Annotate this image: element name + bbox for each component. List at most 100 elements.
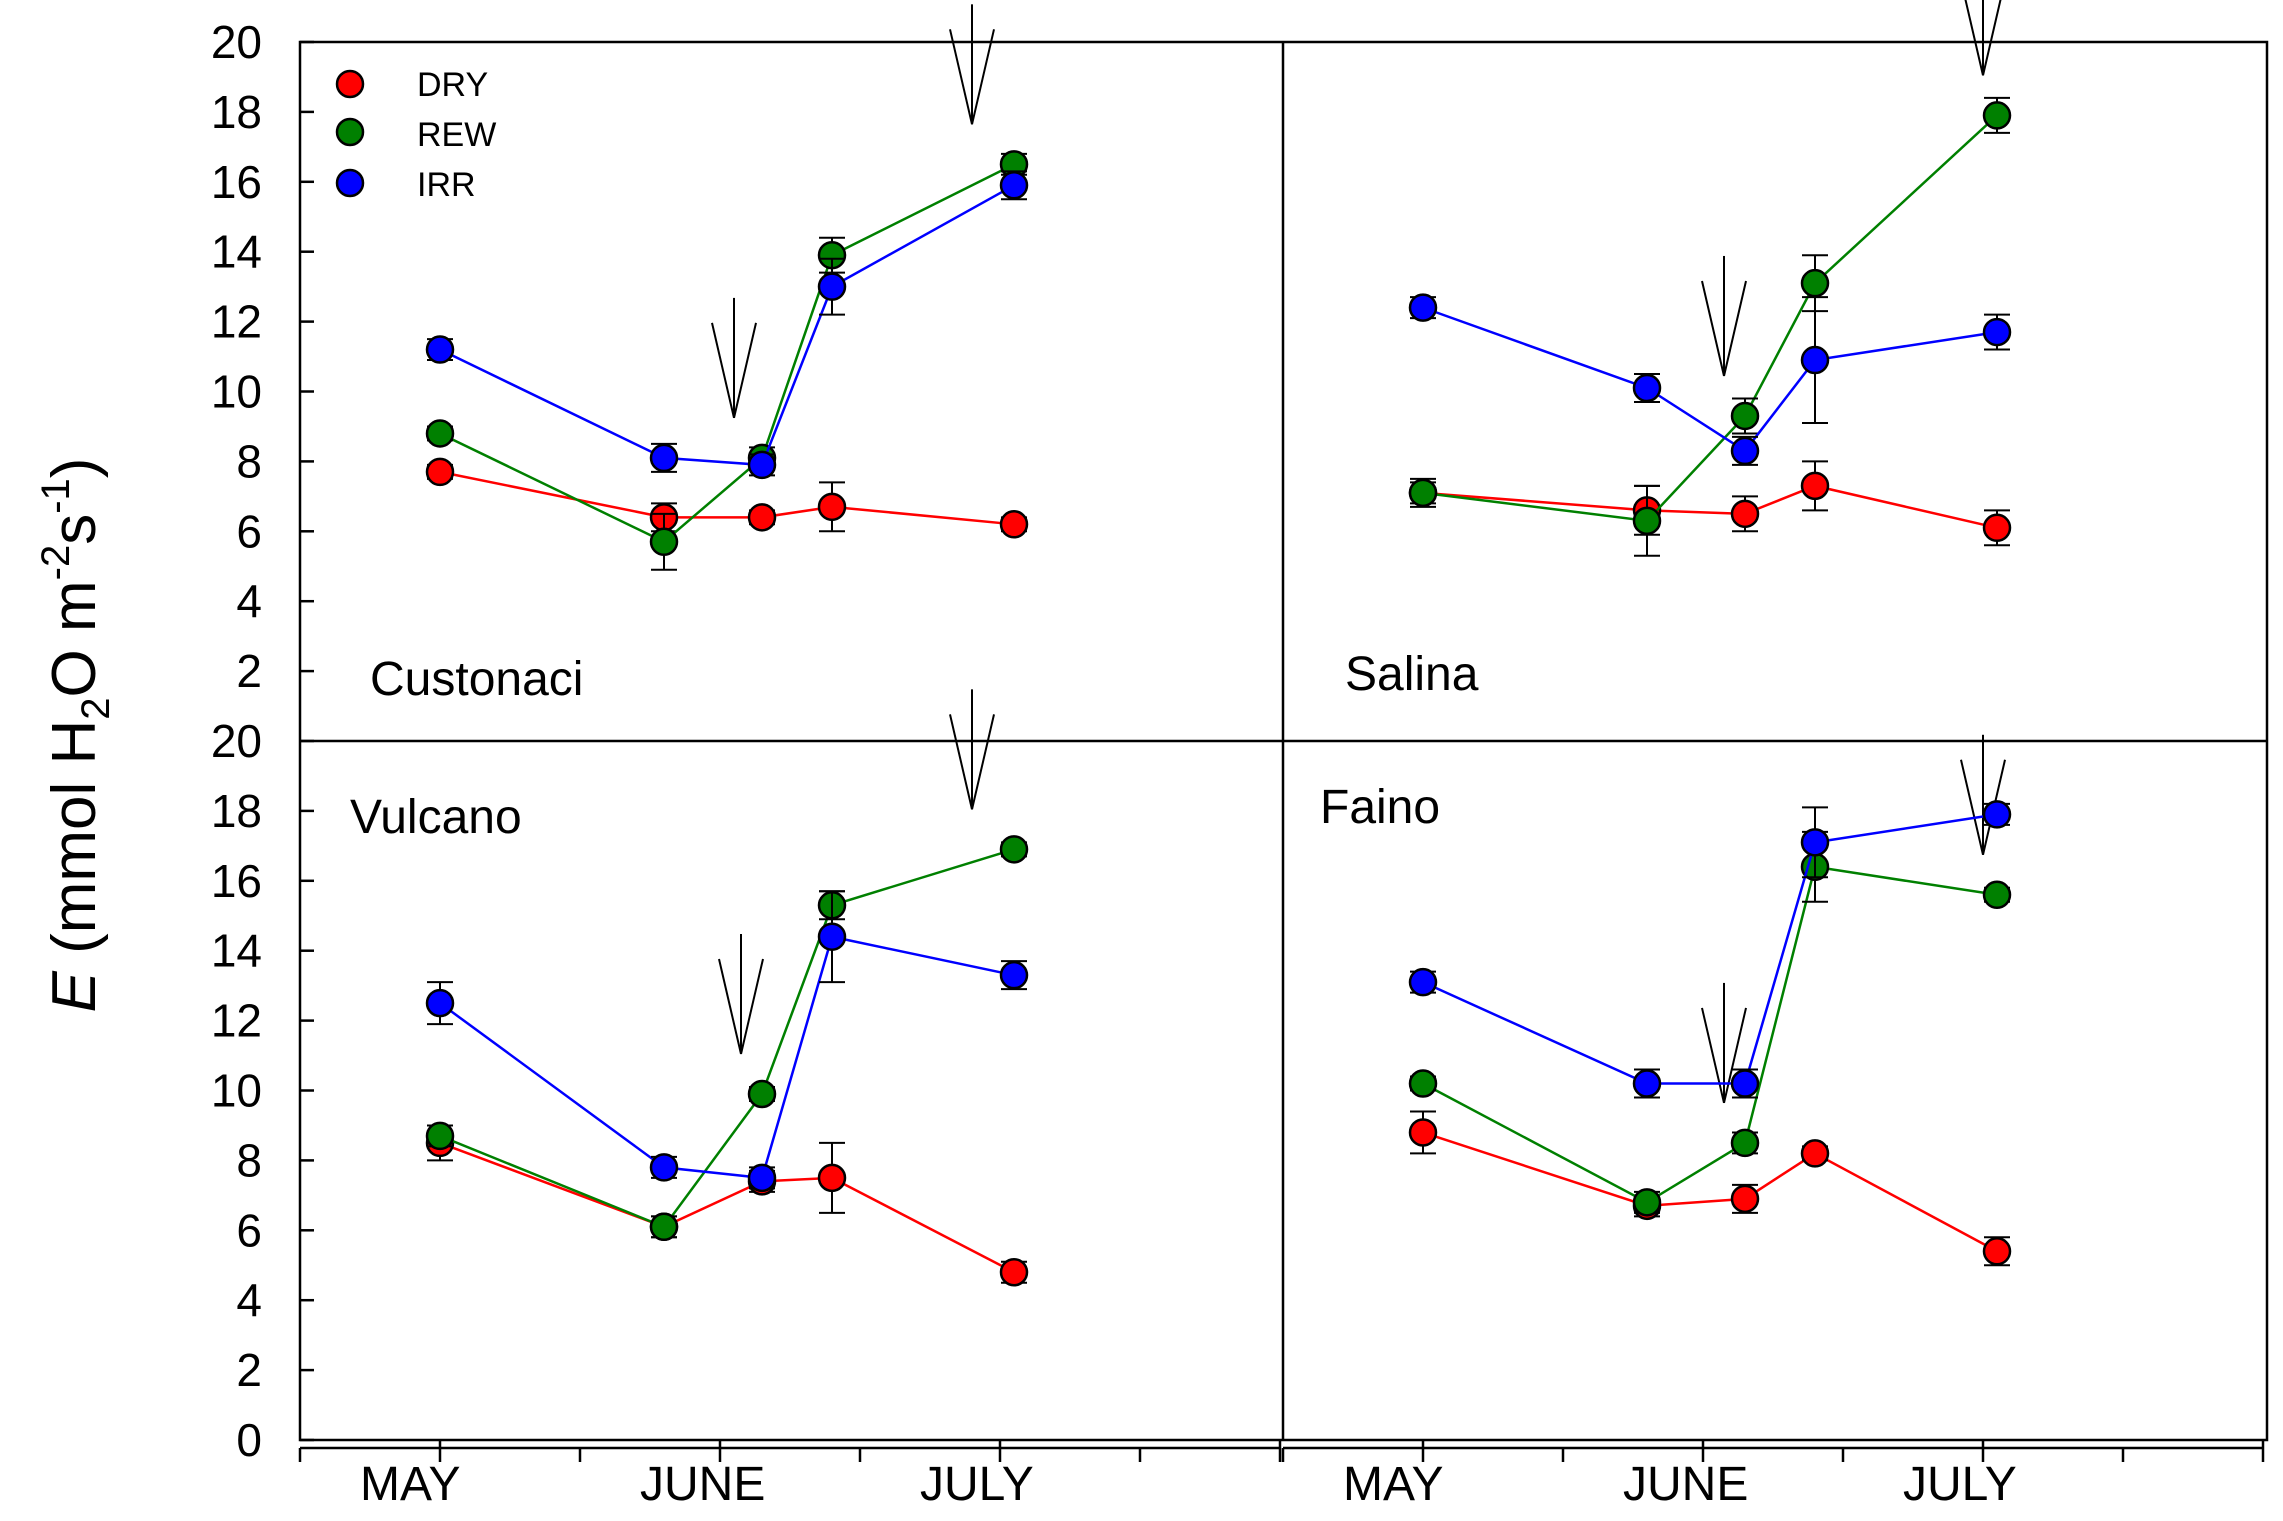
data-point-dry bbox=[1982, 513, 2012, 543]
data-point-rew bbox=[747, 1079, 777, 1109]
x-tick-label: JUNE bbox=[1623, 1458, 1748, 1511]
data-point-dry bbox=[1800, 1139, 1830, 1168]
data-point-irr bbox=[747, 1163, 777, 1193]
panel-faino bbox=[1408, 734, 2012, 1267]
rewatering-arrow bbox=[1701, 255, 1747, 377]
y-axis-unit-sup1: -2 bbox=[34, 545, 78, 581]
data-point-rew bbox=[1632, 506, 1662, 536]
y-tick-label: 12 bbox=[211, 995, 262, 1047]
y-tick-label: 4 bbox=[236, 575, 262, 627]
data-point-rew bbox=[649, 527, 679, 557]
y-tick-label: 20 bbox=[211, 16, 262, 68]
panels bbox=[425, 0, 2012, 1287]
legend-marker-dry bbox=[335, 69, 365, 99]
data-point-dry bbox=[1800, 471, 1830, 501]
series-line-rew bbox=[439, 848, 1015, 1229]
rewatering-arrow bbox=[718, 933, 764, 1055]
legend-marker-irr bbox=[335, 168, 365, 198]
data-point-irr bbox=[649, 1153, 679, 1182]
data-point-rew bbox=[1632, 1188, 1662, 1217]
panel-label-faino: Faino bbox=[1320, 781, 1440, 834]
data-point-rew bbox=[649, 1212, 679, 1242]
legend-label-rew: REW bbox=[417, 116, 496, 154]
y-tick-label: 16 bbox=[211, 855, 262, 907]
y-tick-label: 10 bbox=[211, 1065, 262, 1117]
x-tick-label: JULY bbox=[1903, 1458, 2017, 1511]
data-point-irr bbox=[649, 443, 679, 473]
data-point-irr bbox=[999, 960, 1029, 990]
y-tick-label: 18 bbox=[211, 86, 262, 138]
y-axis-title: E (mmol H2O m-2s-1) bbox=[34, 458, 118, 1013]
data-point-dry bbox=[747, 503, 777, 532]
y-axis-symbol: E bbox=[40, 970, 109, 1012]
series-dry bbox=[425, 1124, 1029, 1287]
data-point-rew bbox=[1730, 401, 1760, 431]
data-point-irr bbox=[425, 988, 455, 1018]
x-tick-label: JUNE bbox=[640, 1458, 765, 1511]
data-point-irr bbox=[747, 450, 777, 480]
y-axis-unit-close: ) bbox=[40, 458, 109, 479]
series-line-dry bbox=[1422, 484, 1998, 530]
x-tick-label: MAY bbox=[1343, 1458, 1443, 1511]
series-line-irr bbox=[439, 184, 1015, 467]
x-axis: MAY JUNE JULY MAY JUNE JULY bbox=[298, 1440, 2265, 1511]
data-point-dry bbox=[817, 1163, 847, 1193]
y-tick-label: 0 bbox=[236, 1414, 262, 1466]
data-point-irr bbox=[817, 922, 847, 951]
legend-marker-rew bbox=[335, 117, 365, 147]
y-axis-unit-open: (mmol H bbox=[40, 720, 109, 971]
series-rew bbox=[425, 150, 1029, 571]
data-point-irr bbox=[817, 272, 847, 301]
series-line-dry bbox=[439, 470, 1015, 526]
y-tick-label: 6 bbox=[236, 505, 262, 557]
y-axis: 2 4 6 8 10 12 14 16 18 20 0 2 4 6 8 10 12 14 16 18 20 bbox=[211, 16, 314, 1466]
legend-label-irr: IRR bbox=[417, 166, 476, 204]
data-point-irr bbox=[1982, 317, 2012, 347]
data-point-irr bbox=[425, 335, 455, 364]
data-point-irr bbox=[1408, 967, 1438, 997]
series-irr bbox=[425, 890, 1029, 1193]
data-point-irr bbox=[1730, 436, 1760, 466]
data-point-dry bbox=[817, 492, 847, 522]
y-tick-label: 10 bbox=[211, 366, 262, 418]
y-tick-label: 18 bbox=[211, 785, 262, 837]
panel-label-custonaci: Custonaci bbox=[370, 653, 583, 706]
series-irr bbox=[1408, 800, 2012, 1099]
panel-vulcano bbox=[425, 689, 1029, 1287]
y-tick-label: 20 bbox=[211, 715, 262, 767]
y-axis-unit-sup2: -1 bbox=[34, 478, 78, 514]
panel-salina bbox=[1408, 0, 2012, 557]
data-point-irr bbox=[1408, 293, 1438, 322]
y-tick-label: 4 bbox=[236, 1274, 262, 1326]
y-tick-label: 6 bbox=[236, 1204, 262, 1256]
series-dry bbox=[1408, 1110, 2012, 1267]
x-tick-label: JULY bbox=[920, 1458, 1034, 1511]
plot-frame bbox=[298, 40, 2269, 1442]
data-point-irr bbox=[1800, 345, 1830, 375]
y-tick-label: 14 bbox=[211, 226, 262, 278]
y-tick-label: 2 bbox=[236, 1344, 262, 1396]
series-irr bbox=[425, 170, 1029, 480]
panel-label-salina: Salina bbox=[1345, 648, 1479, 701]
legend: DRY REW IRR bbox=[335, 66, 496, 204]
series-rew bbox=[1408, 96, 2012, 557]
x-tick-label: MAY bbox=[360, 1458, 460, 1511]
y-axis-unit-sub: 2 bbox=[74, 697, 118, 719]
data-point-dry bbox=[425, 457, 455, 487]
data-point-rew bbox=[1408, 478, 1438, 508]
data-point-dry bbox=[1408, 1118, 1438, 1147]
y-axis-unit-s: s bbox=[40, 514, 109, 545]
series-line-irr bbox=[1422, 306, 1998, 453]
y-tick-label: 8 bbox=[236, 1134, 262, 1186]
data-point-rew bbox=[425, 1121, 455, 1151]
data-point-dry bbox=[999, 1257, 1029, 1287]
series-line-dry bbox=[439, 1141, 1015, 1274]
data-point-dry bbox=[1730, 1184, 1760, 1214]
y-tick-label: 2 bbox=[236, 645, 262, 697]
rewatering-arrow bbox=[949, 689, 995, 810]
panel-label-vulcano: Vulcano bbox=[350, 791, 522, 844]
rewatering-arrow bbox=[949, 4, 995, 125]
data-point-dry bbox=[1730, 499, 1760, 529]
series-line-rew bbox=[1422, 865, 1998, 1204]
